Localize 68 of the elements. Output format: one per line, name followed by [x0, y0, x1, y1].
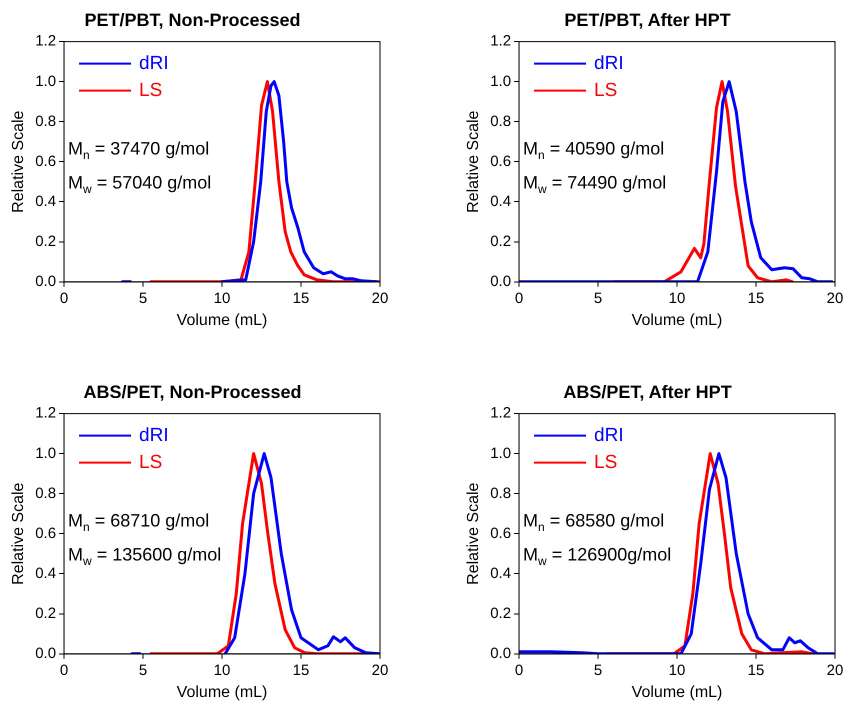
legend-label: dRI: [139, 52, 169, 74]
y-tick-label: 0.2: [35, 604, 56, 622]
x-tick-label: 10: [668, 290, 686, 307]
legend-label: dRI: [594, 52, 624, 74]
y-tick-label: 0.6: [490, 524, 512, 542]
y-tick-label: 0.0: [35, 272, 56, 290]
chart-title: PET/PBT, After HPT: [564, 10, 731, 30]
x-tick-label: 5: [138, 662, 148, 679]
y-tick-label: 0.4: [35, 564, 56, 582]
y-axis-title: Relative Scale: [465, 110, 482, 213]
y-tick-label: 1.0: [35, 444, 56, 462]
y-tick-label: 0.4: [490, 192, 512, 210]
x-axis-title: Volume (mL): [632, 684, 722, 701]
x-tick-label: 20: [826, 290, 844, 307]
x-tick-label: 15: [748, 290, 764, 307]
y-tick-label: 1.2: [35, 32, 56, 50]
x-tick-label: 10: [214, 662, 230, 679]
x-tick-label: 15: [748, 662, 764, 679]
y-tick-label: 0.0: [35, 644, 56, 662]
x-tick-label: 20: [372, 290, 388, 307]
legend-label: LS: [594, 452, 618, 473]
legend-label: LS: [594, 80, 618, 101]
x-tick-label: 20: [372, 662, 388, 679]
x-axis-title: Volume (mL): [632, 312, 722, 329]
legend-label: dRI: [139, 424, 169, 446]
x-tick-label: 0: [514, 662, 524, 679]
y-tick-label: 0.4: [35, 192, 56, 210]
y-tick-label: 0.8: [35, 484, 56, 502]
legend-label: LS: [139, 452, 162, 473]
y-tick-label: 1.0: [490, 444, 512, 462]
y-tick-label: 1.2: [35, 404, 56, 422]
x-axis-title: Volume (mL): [176, 312, 268, 329]
y-tick-label: 0.6: [35, 152, 56, 170]
x-tick-label: 15: [292, 290, 310, 307]
y-tick-label: 0.4: [490, 564, 512, 582]
y-tick-label: 0.2: [490, 232, 512, 250]
y-tick-label: 1.2: [490, 404, 512, 422]
x-tick-label: 10: [214, 290, 230, 307]
x-axis-title: Volume (mL): [176, 684, 268, 701]
x-tick-label: 5: [594, 662, 602, 679]
chart-title: PET/PBT, Non-Processed: [84, 10, 301, 30]
x-tick-label: 0: [60, 662, 68, 679]
y-axis-title: Relative Scale: [465, 482, 482, 585]
y-tick-label: 0.2: [490, 604, 512, 622]
x-tick-label: 5: [594, 290, 602, 307]
y-tick-label: 0.0: [490, 272, 512, 290]
y-tick-label: 1.0: [490, 72, 512, 90]
chart-title: ABS/PET, Non-Processed: [83, 382, 302, 402]
chart-title: ABS/PET, After HPT: [563, 382, 732, 402]
x-tick-label: 5: [138, 290, 148, 307]
y-tick-label: 0.8: [490, 484, 512, 502]
y-tick-label: 1.2: [490, 32, 512, 50]
y-tick-label: 0.8: [35, 112, 56, 130]
x-tick-label: 10: [668, 662, 686, 679]
x-tick-label: 15: [292, 662, 310, 679]
y-tick-label: 0.8: [490, 112, 512, 130]
y-tick-label: 1.0: [35, 72, 56, 90]
x-tick-label: 0: [514, 290, 524, 307]
legend-label: dRI: [594, 424, 624, 446]
x-tick-label: 20: [826, 662, 844, 679]
y-tick-label: 0.2: [35, 232, 56, 250]
legend-label: LS: [139, 80, 162, 101]
x-tick-label: 0: [60, 290, 68, 307]
y-tick-label: 0.6: [490, 152, 512, 170]
y-tick-label: 0.6: [35, 524, 56, 542]
y-tick-label: 0.0: [490, 644, 512, 662]
y-axis-title: Relative Scale: [10, 482, 28, 585]
y-axis-title: Relative Scale: [10, 110, 28, 213]
